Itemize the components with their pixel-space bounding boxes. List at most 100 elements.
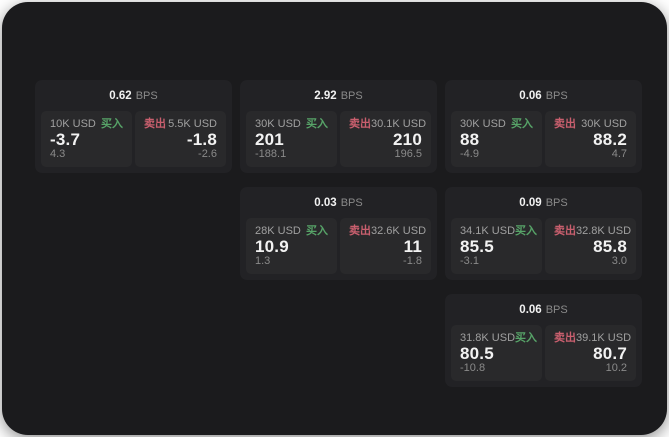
buy-price: -3.7	[50, 130, 81, 149]
buy-delta: -188.1	[255, 148, 287, 160]
sell-delta: -2.6	[198, 148, 217, 160]
buy-tile[interactable]: 31.8K USD 买入 80.5 -10.8	[451, 325, 542, 381]
buy-size-label: 34.1K USD	[460, 225, 516, 237]
sell-tile-top: 卖出 5.5K USD	[144, 119, 217, 130]
sell-tile-top: 卖出 32.8K USD	[554, 225, 631, 237]
sell-side-label: 卖出	[349, 225, 371, 237]
sell-tile[interactable]: 卖出 5.5K USD -1.8 -2.6	[135, 111, 226, 167]
buy-price: 10.9	[255, 237, 289, 256]
card-header: 0.03 BPS	[240, 187, 437, 215]
quote-card-grid: 0.62 BPS 10K USD 买入 -3.7 4.3 卖出 5.5K USD	[35, 80, 642, 387]
tiles: 30K USD 买入 88 -4.9 卖出 30K USD 88.2 4.7	[451, 111, 636, 167]
buy-size-label: 28K USD	[255, 225, 301, 237]
sell-tile[interactable]: 卖出 30K USD 88.2 4.7	[545, 111, 636, 167]
buy-tile[interactable]: 30K USD 买入 88 -4.9	[451, 111, 542, 167]
buy-side-label: 买入	[306, 118, 328, 130]
sell-size-label: 32.6K USD	[371, 225, 427, 237]
sell-price: 85.8	[593, 237, 627, 256]
buy-size-label: 31.8K USD	[460, 332, 516, 344]
sell-tile[interactable]: 卖出 32.6K USD 11 -1.8	[340, 218, 431, 274]
card-header: 0.62 BPS	[35, 80, 232, 108]
sell-tile[interactable]: 卖出 32.8K USD 85.8 3.0	[545, 218, 636, 274]
sell-size-label: 30K USD	[581, 118, 627, 130]
bps-value: 0.62	[109, 90, 132, 102]
buy-size-label: 30K USD	[460, 118, 506, 130]
tiles: 34.1K USD 买入 85.5 -3.1 卖出 32.8K USD 85.8…	[451, 218, 636, 274]
bps-value: 2.92	[314, 90, 337, 102]
bps-unit: BPS	[340, 90, 363, 102]
bps-unit: BPS	[545, 197, 568, 209]
quote-card: 2.92 BPS 30K USD 买入 201 -188.1 卖出 30.1K …	[240, 80, 437, 173]
buy-size-label: 10K USD	[50, 118, 96, 130]
card-header: 0.09 BPS	[445, 187, 642, 215]
buy-tile[interactable]: 10K USD 买入 -3.7 4.3	[41, 111, 132, 167]
quote-card: 0.06 BPS 30K USD 买入 88 -4.9 卖出 30K USD	[445, 80, 642, 173]
sell-delta: 196.5	[394, 148, 422, 160]
buy-tile-top: 34.1K USD 买入	[460, 225, 537, 237]
tiles: 28K USD 买入 10.9 1.3 卖出 32.6K USD 11 -1.8	[246, 218, 431, 274]
buy-price: 85.5	[460, 237, 494, 256]
buy-delta: 1.3	[255, 255, 271, 267]
sell-delta: -1.8	[403, 255, 422, 267]
bps-unit: BPS	[545, 304, 568, 316]
buy-tile-top: 28K USD 买入	[255, 226, 328, 237]
sell-delta: 4.7	[611, 148, 627, 160]
buy-delta: 4.3	[50, 148, 66, 160]
sell-delta: 10.2	[605, 362, 627, 374]
sell-tile-top: 卖出 39.1K USD	[554, 332, 631, 344]
quote-card: 0.62 BPS 10K USD 买入 -3.7 4.3 卖出 5.5K USD	[35, 80, 232, 173]
card-header: 0.06 BPS	[445, 80, 642, 108]
buy-side-label: 买入	[306, 225, 328, 237]
buy-side-label: 买入	[515, 225, 538, 237]
sell-side-label: 卖出	[554, 225, 576, 237]
sell-side-label: 卖出	[554, 118, 576, 130]
card-header: 0.06 BPS	[445, 294, 642, 322]
sell-side-label: 卖出	[554, 332, 576, 344]
sell-price: -1.8	[186, 130, 217, 149]
buy-tile[interactable]: 30K USD 买入 201 -188.1	[246, 111, 337, 167]
sell-size-label: 5.5K USD	[168, 118, 217, 130]
card-header: 2.92 BPS	[240, 80, 437, 108]
bps-unit: BPS	[340, 197, 363, 209]
buy-size-label: 30K USD	[255, 118, 301, 130]
bps-unit: BPS	[135, 90, 158, 102]
tiles: 31.8K USD 买入 80.5 -10.8 卖出 39.1K USD 80.…	[451, 325, 636, 381]
sell-tile-top: 卖出 30.1K USD	[349, 119, 426, 130]
sell-price: 210	[393, 130, 422, 149]
sell-size-label: 39.1K USD	[576, 332, 632, 344]
sell-delta: 3.0	[611, 255, 627, 267]
tiles: 30K USD 买入 201 -188.1 卖出 30.1K USD 210 1…	[246, 111, 431, 167]
buy-side-label: 买入	[101, 118, 123, 130]
buy-side-label: 买入	[515, 332, 538, 344]
sell-tile[interactable]: 卖出 30.1K USD 210 196.5	[340, 111, 431, 167]
tiles: 10K USD 买入 -3.7 4.3 卖出 5.5K USD -1.8 -2.…	[41, 111, 226, 167]
sell-tile[interactable]: 卖出 39.1K USD 80.7 10.2	[545, 325, 636, 381]
buy-price: 88	[460, 130, 480, 149]
bps-unit: BPS	[545, 90, 568, 102]
buy-tile-top: 31.8K USD 买入	[460, 332, 537, 344]
buy-tile-top: 30K USD 买入	[255, 119, 328, 130]
buy-tile-top: 10K USD 买入	[50, 119, 123, 130]
quote-card: 0.03 BPS 28K USD 买入 10.9 1.3 卖出 32.6K US…	[240, 187, 437, 280]
bps-value: 0.06	[519, 90, 542, 102]
sell-size-label: 32.8K USD	[576, 225, 632, 237]
buy-price: 80.5	[460, 344, 494, 363]
buy-tile[interactable]: 34.1K USD 买入 85.5 -3.1	[451, 218, 542, 274]
sell-side-label: 卖出	[144, 118, 166, 130]
buy-delta: -3.1	[460, 255, 479, 267]
buy-tile-top: 30K USD 买入	[460, 119, 533, 130]
quote-card: 0.09 BPS 34.1K USD 买入 85.5 -3.1 卖出 32.8K…	[445, 187, 642, 280]
sell-price: 80.7	[593, 344, 627, 363]
buy-side-label: 买入	[511, 118, 533, 130]
buy-delta: -4.9	[460, 148, 479, 160]
sell-price: 88.2	[593, 130, 627, 149]
bps-value: 0.03	[314, 197, 337, 209]
buy-delta: -10.8	[460, 362, 486, 374]
buy-tile[interactable]: 28K USD 买入 10.9 1.3	[246, 218, 337, 274]
bps-value: 0.09	[519, 197, 542, 209]
quote-card: 0.06 BPS 31.8K USD 买入 80.5 -10.8 卖出 39.1…	[445, 294, 642, 387]
sell-tile-top: 卖出 32.6K USD	[349, 225, 426, 237]
sell-tile-top: 卖出 30K USD	[554, 119, 627, 130]
bps-value: 0.06	[519, 304, 542, 316]
